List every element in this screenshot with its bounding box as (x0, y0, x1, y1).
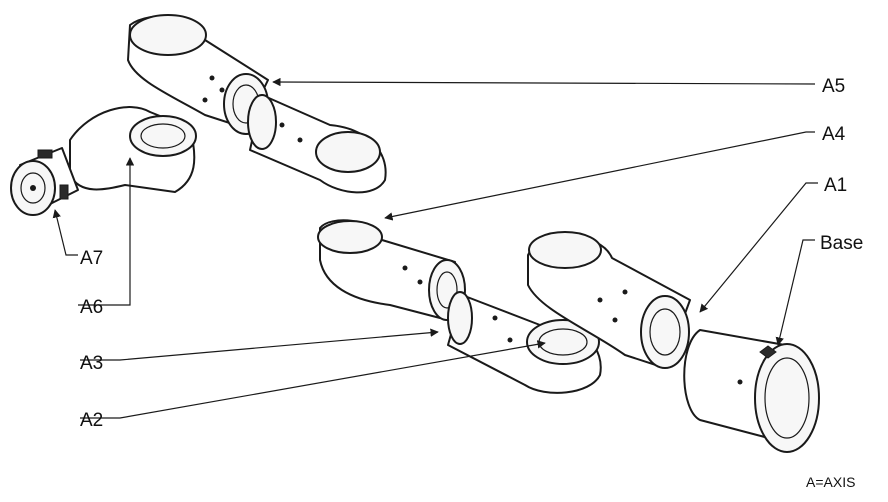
label-a5: A5 (822, 76, 845, 97)
leader-a2 (80, 340, 546, 419)
label-a4: A4 (822, 124, 846, 145)
leader-a7 (52, 209, 78, 256)
label-a3: A3 (80, 353, 103, 374)
label-a1: A1 (824, 175, 847, 196)
leader-lines (52, 77, 818, 419)
wrist-module-a6-a7 (10, 106, 197, 216)
link-module-a4 (317, 219, 466, 321)
leader-a4 (384, 131, 815, 221)
link-module-a5 (127, 14, 269, 135)
axis-legend: A=AXIS (806, 474, 855, 490)
leader-a6 (78, 157, 135, 306)
link-module-a5-lower (247, 94, 387, 194)
label-a2: A2 (80, 410, 103, 431)
leader-base (775, 239, 815, 346)
label-base: Base (820, 233, 863, 254)
label-a6: A6 (80, 297, 103, 318)
leader-a3 (80, 328, 439, 361)
link-module-a3 (447, 291, 602, 394)
link-module-a1-a2 (527, 231, 691, 369)
base-module (683, 329, 820, 453)
label-a7: A7 (80, 248, 103, 269)
leader-a5 (272, 77, 816, 87)
leader-a1 (699, 182, 818, 313)
